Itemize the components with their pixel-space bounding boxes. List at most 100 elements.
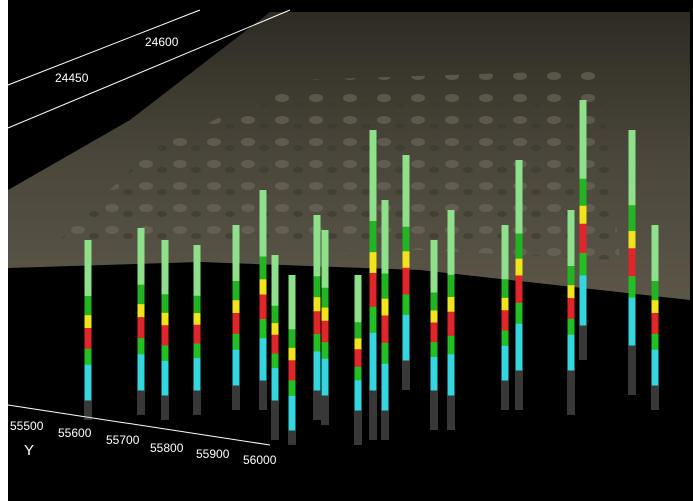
borehole-segment — [322, 308, 329, 322]
borehole-segment — [431, 342, 438, 358]
borehole-segment — [516, 160, 523, 234]
borehole-segment — [431, 357, 438, 391]
borehole-segment — [314, 297, 321, 312]
borehole-segment — [289, 275, 296, 330]
borehole-segment — [162, 325, 169, 346]
borehole-segment — [194, 325, 201, 344]
borehole-segment — [652, 350, 659, 386]
borehole-segment — [355, 380, 362, 410]
borehole-segment — [85, 328, 92, 349]
borehole-segment — [260, 190, 267, 257]
borehole-segment — [580, 179, 587, 207]
page: 24600 24450 55500 55600 55700 55800 5590… — [0, 0, 693, 501]
borehole-segment — [233, 350, 240, 386]
borehole-segment — [272, 354, 279, 369]
borehole-segment — [260, 257, 267, 280]
borehole-segment — [85, 315, 92, 328]
borehole-segment — [85, 365, 92, 401]
borehole-segment — [382, 274, 389, 300]
borehole-segment — [272, 323, 279, 335]
borehole-segment — [370, 221, 377, 253]
borehole-segment — [233, 313, 240, 334]
borehole-segment — [138, 304, 145, 317]
borehole-segment — [194, 313, 201, 325]
borehole-segment — [233, 334, 240, 351]
borehole-segment — [502, 330, 509, 346]
borehole-segment — [138, 338, 145, 355]
borehole-segment — [629, 276, 636, 298]
borehole-segment — [370, 252, 377, 273]
borehole-segment — [85, 349, 92, 366]
borehole-segment — [289, 380, 296, 396]
borehole-segment — [85, 296, 92, 316]
borehole-segment — [448, 312, 455, 337]
borehole-segment — [580, 224, 587, 254]
borehole-segment — [233, 281, 240, 301]
borehole-segment — [448, 210, 455, 275]
borehole-segment — [516, 234, 523, 260]
borehole-segment — [502, 298, 509, 311]
borehole-segment — [580, 206, 587, 225]
axis-label: 55500 — [10, 419, 44, 433]
borehole-segment — [652, 225, 659, 282]
borehole-segment — [272, 306, 279, 324]
borehole-segment — [382, 364, 389, 411]
borehole-segment — [502, 225, 509, 280]
borehole-segment — [516, 324, 523, 371]
borehole-segment — [289, 348, 296, 361]
borehole-segment — [652, 313, 659, 334]
borehole-segment — [138, 317, 145, 339]
borehole-segment — [448, 336, 455, 355]
borehole-segment — [580, 100, 587, 179]
borehole-segment — [629, 298, 636, 346]
axis-label: 56000 — [243, 453, 277, 467]
borehole-segment — [568, 210, 575, 267]
borehole-segment — [568, 335, 575, 371]
borehole-segment — [652, 334, 659, 351]
borehole-segment — [403, 155, 410, 227]
borehole-segment — [355, 322, 362, 339]
axis-label: 24450 — [55, 71, 89, 85]
borehole-segment — [568, 319, 575, 336]
axis-label: 24600 — [145, 35, 179, 49]
borehole-segment — [516, 259, 523, 276]
3d-scene: 24600 24450 55500 55600 55700 55800 5590… — [0, 0, 693, 501]
borehole-segment — [162, 240, 169, 295]
borehole-segment — [194, 344, 201, 359]
borehole-segment — [382, 200, 389, 274]
borehole-segment — [448, 354, 455, 395]
axis-label: 55600 — [58, 426, 92, 440]
borehole-segment — [289, 360, 296, 381]
borehole-segment — [382, 316, 389, 344]
borehole-segment — [138, 354, 145, 390]
borehole-segment — [370, 130, 377, 222]
borehole-segment — [162, 361, 169, 396]
borehole-segment — [138, 285, 145, 305]
borehole-segment — [502, 346, 509, 381]
borehole-segment — [502, 279, 509, 298]
border — [0, 0, 8, 501]
borehole-segment — [502, 310, 509, 331]
borehole-segment — [448, 275, 455, 298]
borehole-segment — [382, 299, 389, 316]
borehole-segment — [322, 288, 329, 308]
borehole-segment — [403, 294, 410, 315]
borehole-segment — [194, 245, 201, 296]
borehole-segment — [568, 266, 575, 286]
borehole-segment — [233, 300, 240, 313]
borehole-segment — [355, 349, 362, 367]
borehole-segment — [652, 300, 659, 313]
borehole-segment — [162, 345, 169, 361]
borehole-segment — [403, 315, 410, 361]
borehole-segment — [314, 352, 321, 391]
borehole-segment — [322, 230, 329, 288]
borehole-segment — [431, 240, 438, 293]
borehole-segment — [580, 276, 587, 326]
borehole-segment — [322, 342, 329, 359]
borehole-segment — [314, 334, 321, 352]
axis-label: 55700 — [106, 433, 140, 447]
borehole-segment — [652, 281, 659, 301]
borehole-segment — [272, 368, 279, 400]
borehole-segment — [194, 296, 201, 314]
borehole-segment — [272, 255, 279, 306]
